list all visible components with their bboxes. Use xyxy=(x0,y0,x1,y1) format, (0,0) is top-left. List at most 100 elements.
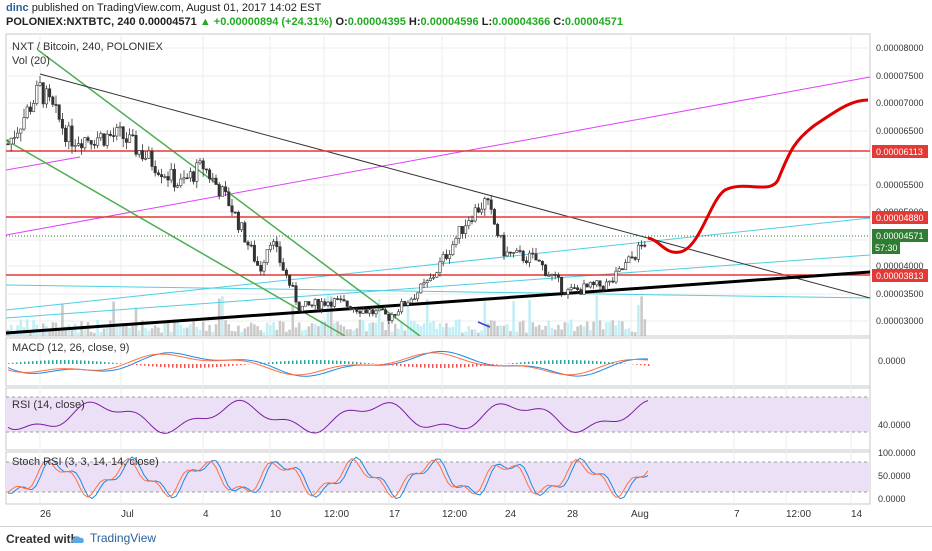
macd-histogram-bar xyxy=(532,361,534,364)
candle-body xyxy=(317,299,319,309)
volume-bar xyxy=(464,332,467,336)
macd-histogram-bar xyxy=(220,364,222,367)
macd-histogram-bar xyxy=(368,363,370,364)
candle-body xyxy=(525,261,527,263)
volume-bar xyxy=(263,332,266,336)
volume-bar xyxy=(68,325,71,336)
candle-body xyxy=(103,134,105,146)
publish-line: dinc published on TradingView.com, Augus… xyxy=(6,2,321,14)
candle-body xyxy=(106,134,108,145)
volume-bar xyxy=(189,324,192,336)
tradingview-cloud-icon xyxy=(70,534,86,544)
macd-histogram-bar xyxy=(300,360,302,364)
tradingview-label: TradingView xyxy=(90,531,156,545)
candle-body xyxy=(29,107,31,112)
volume-bar xyxy=(301,330,304,336)
volume-bar xyxy=(208,325,211,336)
macd-histogram-bar xyxy=(276,362,278,364)
volume-bar xyxy=(125,326,128,336)
macd-pane[interactable] xyxy=(6,338,870,386)
candle-body xyxy=(400,301,402,311)
macd-histogram-bar xyxy=(396,364,398,366)
countdown-label: 57:30 xyxy=(875,243,898,253)
volume-bar xyxy=(26,319,29,336)
candle-body xyxy=(196,163,198,182)
macd-histogram-bar xyxy=(208,364,210,368)
candle-body xyxy=(295,286,297,302)
stoch-tick: 50.0000 xyxy=(878,471,911,481)
candle-body xyxy=(592,282,594,285)
volume-bar xyxy=(234,331,237,336)
volume-bar xyxy=(74,324,77,336)
candle-body xyxy=(266,250,268,263)
volume-bar xyxy=(538,325,541,336)
candle-body xyxy=(372,310,374,314)
macd-histogram-bar xyxy=(196,364,198,368)
macd-histogram-bar xyxy=(616,363,618,364)
candle-body xyxy=(439,262,441,273)
candle-body xyxy=(288,275,290,285)
candle-body xyxy=(87,138,89,141)
chart-canvas[interactable]: NXT / Bitcoin, 240, POLONIEX Vol (20) MA… xyxy=(0,30,932,526)
low-value: 0.00004366 xyxy=(492,16,550,28)
macd-histogram-bar xyxy=(312,360,314,364)
candle-body xyxy=(234,212,236,213)
candle-body xyxy=(215,178,217,184)
macd-histogram-bar xyxy=(620,363,622,364)
macd-histogram-bar xyxy=(448,364,450,368)
macd-histogram-bar xyxy=(268,362,270,364)
volume-bar xyxy=(506,324,509,336)
candle-body xyxy=(39,83,41,86)
candle-body xyxy=(170,169,172,180)
volume-bar xyxy=(199,330,202,336)
candle-body xyxy=(365,310,367,314)
candle-body xyxy=(93,144,95,145)
volume-bar xyxy=(599,320,602,336)
candle-body xyxy=(564,292,566,294)
macd-histogram-bar xyxy=(352,362,354,364)
volume-bar xyxy=(580,325,583,336)
volume-bar xyxy=(112,302,115,336)
time-axis[interactable]: 26 Jul 4 10 12:00 17 12:00 24 28 Aug 7 1… xyxy=(40,509,863,520)
candle-body xyxy=(144,158,146,159)
volume-bar xyxy=(317,326,320,336)
volume-bar xyxy=(256,326,259,336)
volume-bar xyxy=(429,322,432,336)
macd-histogram-bar xyxy=(8,363,10,364)
author-link[interactable]: dinc xyxy=(6,2,29,14)
candle-body xyxy=(535,254,537,260)
volume-bar xyxy=(496,326,499,336)
candle-body xyxy=(237,212,239,230)
rsi-band xyxy=(6,397,870,432)
time-tick: 4 xyxy=(203,509,209,520)
volume-bar xyxy=(432,321,435,336)
price-tick: 0.00006500 xyxy=(876,126,924,136)
symbol-label: POLONIEX:NXTBTC, 240 xyxy=(6,16,136,28)
time-tick: 26 xyxy=(40,509,52,520)
volume-bar xyxy=(362,320,365,336)
macd-histogram-bar xyxy=(536,361,538,364)
candle-body xyxy=(487,199,489,200)
macd-histogram-bar xyxy=(104,362,106,364)
volume-bar xyxy=(535,327,538,336)
volume-bar xyxy=(176,320,179,336)
volume-bar xyxy=(349,329,352,336)
candle-body xyxy=(503,235,505,256)
macd-histogram-bar xyxy=(152,364,154,366)
volume-bar xyxy=(128,328,131,336)
macd-histogram-bar xyxy=(64,360,66,364)
candle-body xyxy=(61,119,63,128)
volume-bar xyxy=(356,328,359,336)
tradingview-link[interactable]: TradingView xyxy=(70,531,156,545)
candle-body xyxy=(618,269,620,272)
macd-histogram-bar xyxy=(136,364,138,365)
candle-body xyxy=(68,126,70,142)
macd-histogram-bar xyxy=(580,360,582,364)
volume-bar xyxy=(103,329,106,336)
macd-tick: 0.0000 xyxy=(878,356,906,366)
macd-histogram-bar xyxy=(588,361,590,364)
candle-body xyxy=(528,253,530,262)
macd-histogram-bar xyxy=(364,363,366,364)
volume-bar xyxy=(244,328,247,336)
candle-body xyxy=(548,275,550,276)
